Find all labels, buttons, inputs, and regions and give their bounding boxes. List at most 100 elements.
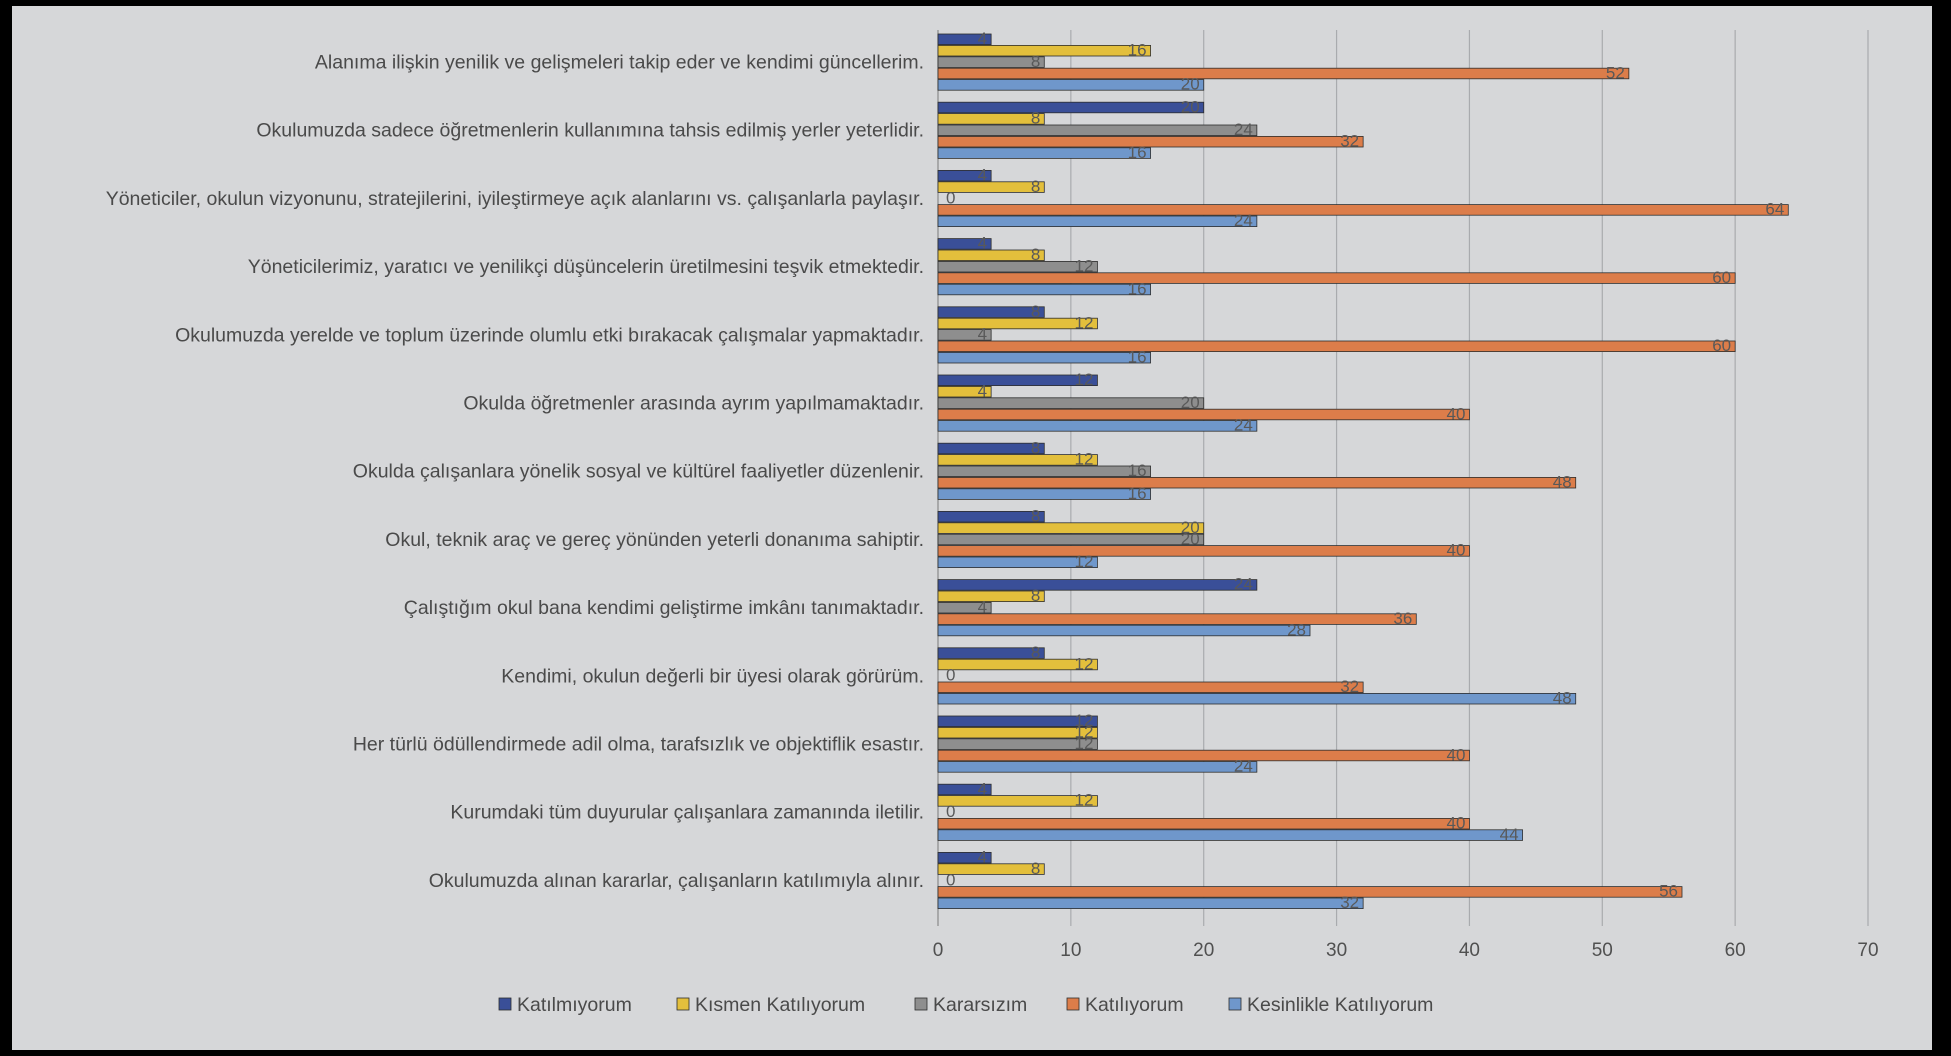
bar [937,147,1151,159]
data-label: 24 [1234,211,1253,230]
data-label: 24 [1234,757,1253,776]
data-label: 0 [946,188,955,207]
x-tick-label: 30 [1326,940,1347,961]
bar [937,783,992,796]
bar [937,681,1364,694]
bar [937,647,1045,659]
bar [937,556,1098,569]
category-label: Okul, teknik araç ve gereç yönünden yete… [385,529,924,551]
bar [937,101,1205,114]
data-label: 0 [946,802,955,821]
bar [937,727,1098,739]
data-label: 60 [1712,268,1731,287]
bar [937,169,992,182]
data-label: 12 [1075,654,1094,673]
data-label: 56 [1659,882,1678,901]
bar [937,579,1258,591]
legend-label: Katılıyorum [1085,994,1184,1016]
bar [937,215,1258,228]
data-label: 24 [1234,575,1253,594]
bar [937,135,1364,148]
bar [937,124,1258,137]
bar [937,761,1258,773]
data-label: 8 [1031,245,1040,264]
bar [937,79,1205,91]
category-label: Yöneticiler, okulun vizyonunu, stratejil… [106,188,924,210]
bar [937,613,1417,625]
bar [937,829,1523,841]
category-label: Kendimi, okulun değerli bir üyesi olarak… [501,665,924,687]
data-label: 8 [1031,586,1040,605]
category-label: Okulumuzda yerelde ve toplum üzerinde ol… [175,324,924,346]
data-label: 40 [1447,745,1466,764]
category-label: Okulda çalışanlara yönelik sosyal ve kül… [353,461,924,483]
bar [937,442,1045,455]
bar [937,624,1311,637]
bar [937,329,992,341]
data-label: 4 [978,325,987,344]
bar [937,693,1577,705]
data-label: 48 [1553,473,1572,492]
bar [937,45,1151,57]
bar [937,385,992,398]
legend-swatch [1066,997,1080,1011]
bar [937,181,1045,193]
data-label: 32 [1340,893,1359,912]
x-tick-label: 40 [1459,940,1480,961]
bar [937,738,1098,750]
bar [937,476,1577,489]
category-label: Kurumdaki tüm duyurular çalışanlara zama… [450,802,924,824]
bar [937,408,1470,421]
bar [937,454,1098,466]
bar [937,397,1205,409]
chart-frame: 0 10 20 30 40 50 60 70 4 16 8 52 20 Alanıma ilişkin y… [12,6,1932,1050]
bar [937,749,1470,762]
bar [937,67,1630,80]
bar [937,510,1045,523]
data-label: 12 [1075,723,1094,742]
data-label: 8 [1031,302,1040,321]
data-label: 36 [1393,609,1412,628]
data-label: 52 [1606,63,1625,82]
data-label: 8 [1031,507,1040,526]
x-tick-label: 20 [1193,940,1214,961]
x-tick-label: 60 [1725,940,1746,961]
category-label: Yöneticilerimiz, yaratıcı ve yenilikçi d… [248,256,924,278]
bar [937,897,1364,910]
data-label: 20 [1181,529,1200,548]
legend-swatch [914,997,928,1011]
data-label: 32 [1340,677,1359,696]
data-label: 32 [1340,132,1359,151]
data-label: 12 [1075,450,1094,469]
data-label: 12 [1075,313,1094,332]
data-label: 12 [1075,370,1094,389]
x-tick-label: 70 [1857,940,1878,961]
bar [937,306,1045,318]
data-label: 4 [978,598,987,617]
data-label: 28 [1287,620,1306,639]
bar [937,590,1045,603]
category-label: Her türlü ödüllendirmede adil olma, tara… [353,734,924,756]
data-label: 40 [1447,404,1466,423]
bar [937,852,992,864]
bar [937,795,1098,807]
data-label: 0 [946,666,955,685]
bar [937,113,1045,125]
data-label: 12 [1075,711,1094,730]
data-label: 12 [1075,257,1094,276]
category-label: Çalıştığım okul bana kendimi geliştirme … [404,597,924,619]
bar [937,602,992,614]
data-label: 16 [1128,484,1147,503]
bar [937,818,1470,830]
data-label: 8 [1031,859,1040,878]
data-label: 12 [1075,734,1094,753]
data-label: 40 [1447,541,1466,560]
bar [937,283,1151,296]
bar [937,249,1045,262]
data-label: 44 [1500,825,1519,844]
bar [937,488,1151,500]
bar [937,658,1098,671]
data-label: 8 [1031,52,1040,71]
data-label: 8 [1031,438,1040,457]
data-label: 16 [1128,348,1147,367]
